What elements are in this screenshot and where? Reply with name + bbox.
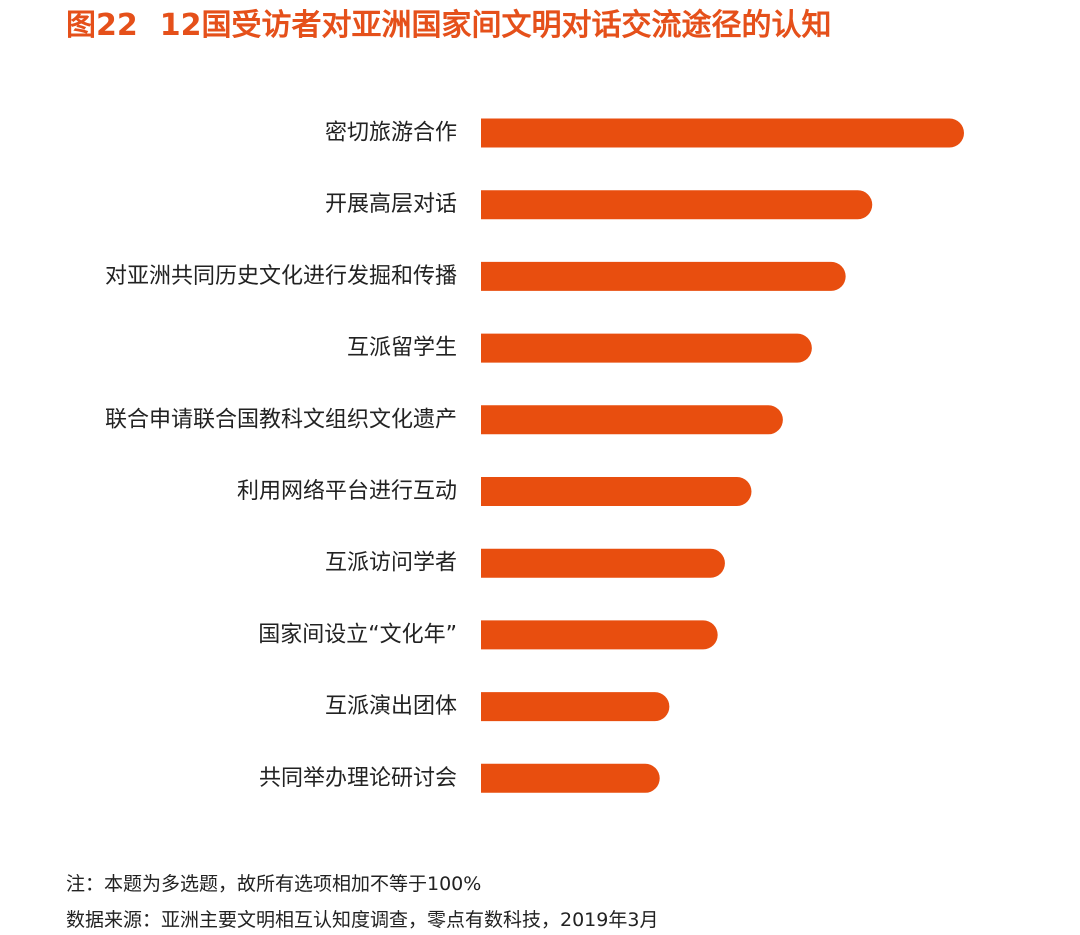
figure-title: 12国受访者对亚洲国家间文明对话交流途径的认知 [159, 8, 832, 43]
category-label: 对亚洲共同历史文化进行发掘和传播 [105, 264, 457, 289]
category-label: 利用网络平台进行互动 [237, 479, 457, 504]
bar [481, 333, 812, 363]
category-label: 国家间设立“文化年” [258, 622, 457, 647]
bar [481, 692, 670, 722]
category-label: 开展高层对话 [325, 192, 457, 217]
chart-title: 图22 12国受访者对亚洲国家间文明对话交流途径的认知 [66, 6, 832, 46]
bar [481, 405, 783, 435]
category-label: 互派留学生 [347, 336, 457, 361]
bar [481, 548, 725, 578]
chart-source: 数据来源：亚洲主要文明相互认知度调查，零点有数科技，2019年3月 [66, 909, 659, 931]
bar [481, 763, 660, 793]
chart-note: 注：本题为多选题，故所有选项相加不等于100% [66, 873, 482, 895]
bar [481, 118, 964, 148]
category-label: 共同举办理论研讨会 [259, 766, 457, 791]
bar [481, 261, 846, 291]
bar [481, 477, 752, 506]
bar-chart: 密切旅游合作开展高层对话对亚洲共同历史文化进行发掘和传播互派留学生联合申请联合国… [105, 118, 964, 793]
bar [481, 190, 873, 220]
category-label: 互派访问学者 [325, 551, 457, 576]
figure-number: 图22 [66, 8, 138, 43]
category-label: 联合申请联合国教科文组织文化遗产 [105, 407, 457, 432]
category-label: 密切旅游合作 [325, 121, 457, 146]
bar [481, 620, 718, 650]
category-label: 互派演出团体 [325, 694, 457, 719]
